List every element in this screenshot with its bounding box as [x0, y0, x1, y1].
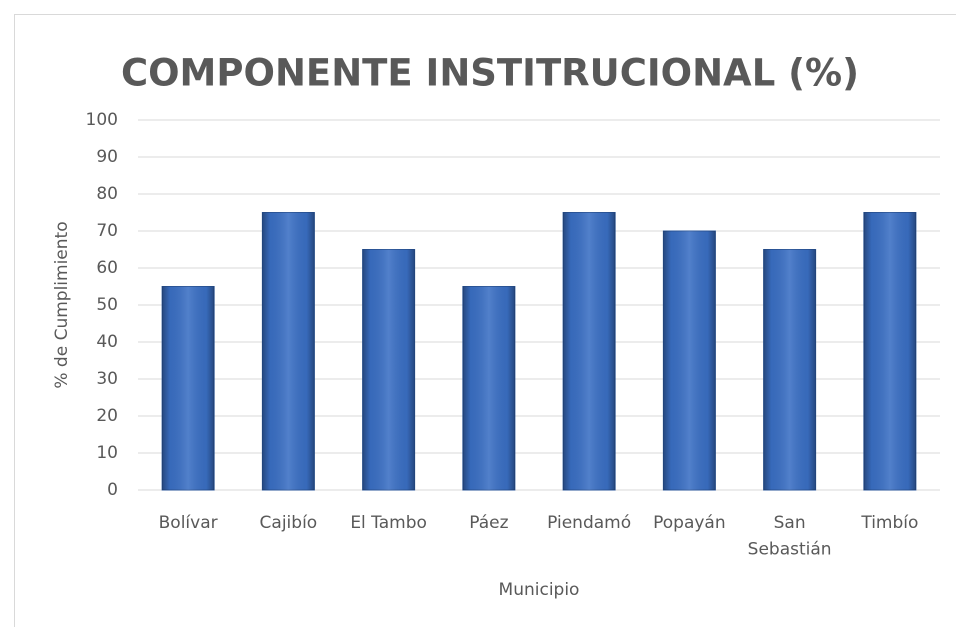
frame: [14, 14, 956, 627]
x-tick-label: Páez: [469, 513, 508, 533]
x-axis-label: Municipio: [499, 580, 580, 600]
x-tick-label: El Tambo: [350, 513, 427, 533]
bar: [261, 212, 315, 491]
x-tick-label: Timbío: [860, 513, 918, 533]
y-tick-label: 70: [96, 221, 118, 241]
bar: [562, 212, 616, 491]
x-tick-label: Bolívar: [159, 513, 218, 533]
bar: [462, 286, 516, 491]
y-tick-label: 0: [107, 480, 118, 500]
x-tick-label: San Sebastián: [748, 513, 832, 559]
y-tick-label: 90: [96, 147, 118, 167]
y-tick-label: 60: [96, 258, 118, 278]
y-tick-label: 30: [96, 369, 118, 389]
y-tick-label: 20: [96, 406, 118, 426]
x-tick-label: Popayán: [653, 513, 726, 533]
bar: [662, 230, 716, 491]
x-tick-label: Cajibío: [260, 513, 318, 533]
y-tick-label: 100: [86, 110, 118, 130]
bar: [763, 249, 817, 491]
y-tick-label: 10: [96, 443, 118, 463]
y-tick-label: 80: [96, 184, 118, 204]
y-tick-label: 50: [96, 295, 118, 315]
y-axis-label: % de Cumplimiento: [52, 221, 72, 388]
bar: [161, 286, 215, 491]
bar: [863, 212, 917, 491]
y-tick-label: 40: [96, 332, 118, 352]
bar: [362, 249, 416, 491]
chart-title: COMPONENTE INSTITRUCIONAL (%): [121, 52, 859, 95]
x-tick-label: Piendamó: [547, 513, 631, 533]
